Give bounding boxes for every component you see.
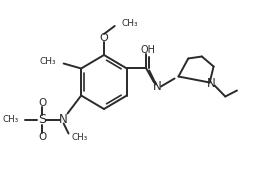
Text: O: O [38, 98, 46, 107]
Text: OH: OH [140, 46, 155, 55]
Text: S: S [38, 113, 46, 126]
Text: N: N [153, 80, 161, 93]
Text: N: N [59, 113, 68, 126]
Text: CH₃: CH₃ [72, 133, 88, 142]
Text: CH₃: CH₃ [39, 57, 56, 66]
Text: CH₃: CH₃ [3, 115, 19, 124]
Text: N: N [207, 77, 216, 90]
Text: O: O [38, 132, 46, 141]
Text: O: O [100, 33, 108, 43]
Text: CH₃: CH₃ [122, 19, 138, 28]
